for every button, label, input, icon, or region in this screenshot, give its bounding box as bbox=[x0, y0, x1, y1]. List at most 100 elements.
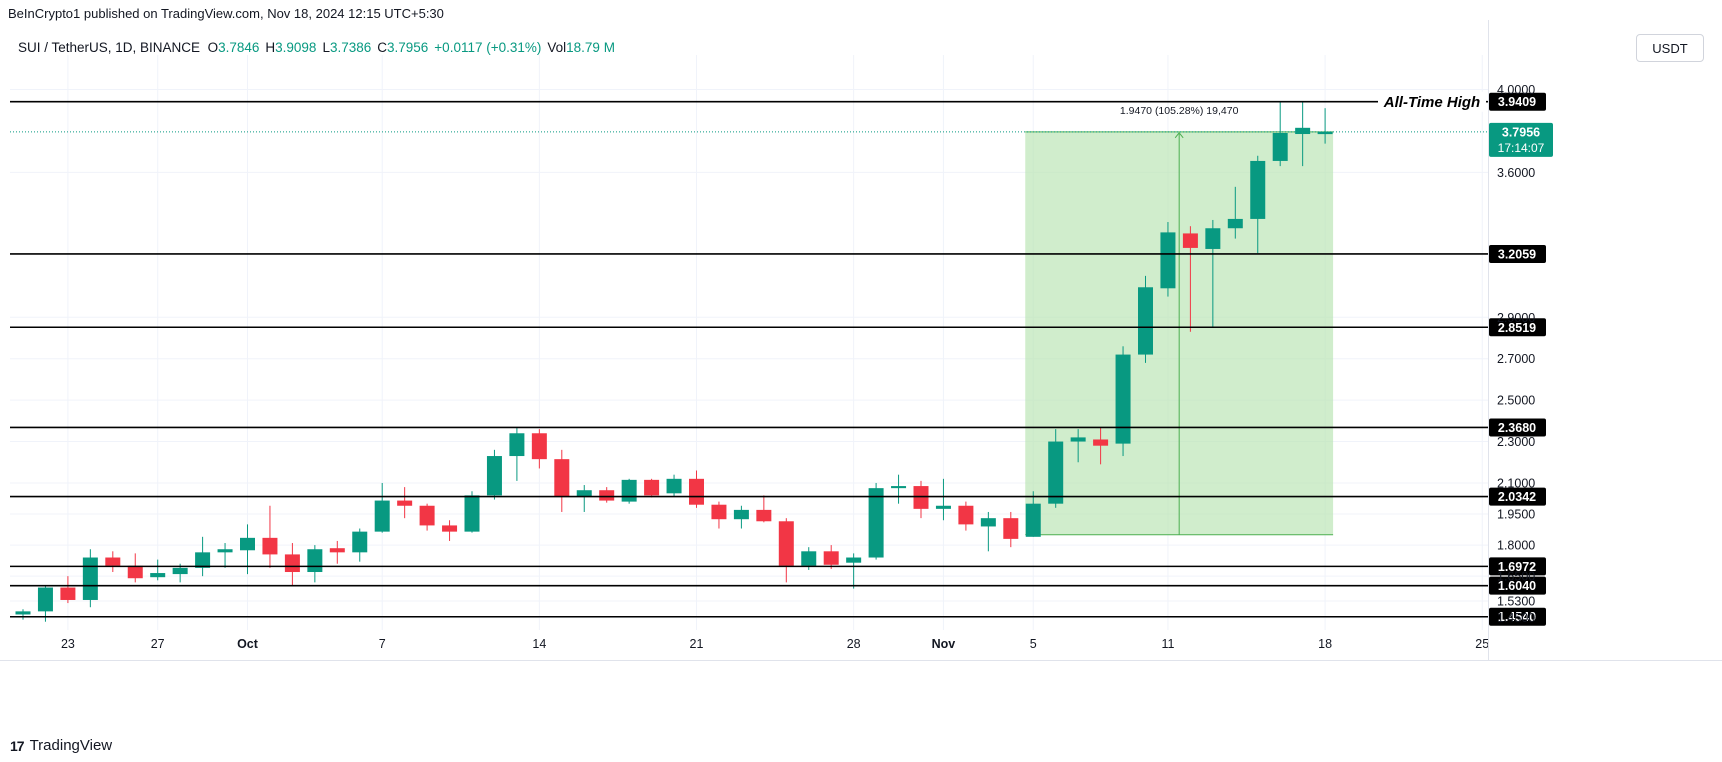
candle-body bbox=[60, 587, 76, 600]
candle-body bbox=[576, 490, 592, 497]
candle-body bbox=[1205, 228, 1221, 249]
tradingview-logo-icon: 17 bbox=[10, 737, 25, 754]
level-label: 2.8519 bbox=[1498, 321, 1536, 335]
candle-body bbox=[307, 549, 323, 573]
candle-body bbox=[172, 567, 188, 575]
candle-body bbox=[352, 531, 368, 553]
level-label-bg bbox=[1489, 92, 1546, 111]
candle-body bbox=[1250, 160, 1266, 219]
candle-body bbox=[644, 479, 660, 496]
candle-body bbox=[1182, 233, 1198, 248]
ath-label: All-Time High bbox=[1383, 94, 1480, 111]
current-price-label: 3.7956 bbox=[1502, 125, 1540, 139]
level-label-bg bbox=[1489, 318, 1546, 337]
y-tick-label: 1.9500 bbox=[1497, 508, 1535, 522]
x-tick-label: 7 bbox=[379, 637, 386, 651]
open-label: O bbox=[207, 40, 219, 55]
currency-button[interactable]: USDT bbox=[1636, 34, 1704, 62]
candle-body bbox=[531, 433, 547, 460]
candle-body bbox=[801, 551, 817, 566]
candle-body bbox=[778, 521, 794, 566]
candle-body bbox=[150, 573, 166, 578]
candle-body bbox=[442, 525, 458, 532]
candle-body bbox=[823, 551, 839, 565]
candle-body bbox=[599, 490, 615, 501]
y-tick-label: 3.6000 bbox=[1497, 166, 1535, 180]
candle-body bbox=[1272, 132, 1288, 161]
x-tick-label: 28 bbox=[847, 637, 861, 651]
footer-brand: 17 TradingView bbox=[10, 737, 112, 754]
candle-body bbox=[509, 433, 525, 457]
volume-value: 18.79 M bbox=[566, 40, 615, 55]
candle-body bbox=[329, 548, 345, 553]
close-label: C bbox=[377, 40, 387, 55]
candle-body bbox=[958, 505, 974, 525]
candle-body bbox=[868, 488, 884, 558]
y-tick-label: 4.0000 bbox=[1497, 83, 1535, 97]
x-tick-label: 5 bbox=[1030, 637, 1037, 651]
candlestick-series bbox=[15, 101, 1333, 622]
candle-body bbox=[935, 505, 951, 509]
range-arrow-head-icon bbox=[1174, 132, 1184, 139]
x-tick-label: 27 bbox=[151, 637, 165, 651]
candle-body bbox=[980, 518, 996, 527]
y-tick-label: 2.3000 bbox=[1497, 435, 1535, 449]
open-value: 3.7846 bbox=[218, 40, 260, 55]
x-tick-label: 25 bbox=[1475, 637, 1489, 651]
x-tick-label: 21 bbox=[690, 637, 704, 651]
x-tick-label: Nov bbox=[932, 637, 956, 651]
level-label-bg bbox=[1489, 418, 1546, 437]
close-value: 3.7956 bbox=[387, 40, 429, 55]
candle-body bbox=[1317, 131, 1333, 135]
x-tick-label: 14 bbox=[532, 637, 546, 651]
level-label: 1.6972 bbox=[1498, 560, 1536, 574]
support-resistance-levels: 3.9409 3.2059 2.8519 2.3680 2.0342 1.6972 1.60… bbox=[10, 91, 1553, 626]
candle-body bbox=[217, 549, 233, 553]
level-label: 2.0342 bbox=[1498, 490, 1536, 504]
candle-body bbox=[262, 537, 278, 555]
bar-countdown-label: 17:14:07 bbox=[1498, 141, 1545, 155]
candle-body bbox=[82, 557, 98, 600]
candle-body bbox=[666, 478, 682, 494]
candle-body bbox=[733, 509, 749, 520]
candle-body bbox=[913, 486, 929, 509]
candle-body bbox=[1070, 437, 1086, 442]
candle-body bbox=[554, 459, 570, 497]
candle-body bbox=[195, 552, 211, 568]
y-tick-label: 2.5000 bbox=[1497, 394, 1535, 408]
price-chart[interactable]: 1.9470 (105.28%) 19,470 3.9409 3.2059 2.85… bbox=[0, 0, 1722, 730]
high-value: 3.9098 bbox=[275, 40, 317, 55]
candle-body bbox=[486, 456, 502, 496]
axes: 1.4500 1.5300 1.6500 1.8000 1.9500 2.1000 2.30… bbox=[0, 20, 1722, 661]
level-label: 3.2059 bbox=[1498, 247, 1536, 261]
brand-name: TradingView bbox=[29, 737, 113, 754]
x-tick-label: 23 bbox=[61, 637, 75, 651]
high-label: H bbox=[265, 40, 276, 55]
level-label-bg bbox=[1489, 576, 1546, 595]
candle-body bbox=[127, 565, 143, 579]
x-tick-label: Oct bbox=[237, 637, 259, 651]
level-label: 1.4540 bbox=[1498, 610, 1536, 624]
candle-body bbox=[1115, 354, 1131, 444]
y-tick-label: 1.4500 bbox=[1497, 611, 1535, 625]
candle-body bbox=[711, 504, 727, 520]
candle-body bbox=[1160, 232, 1176, 289]
range-label: 1.9470 (105.28%) 19,470 bbox=[1120, 105, 1239, 117]
low-value: 3.7386 bbox=[329, 40, 372, 55]
level-label-bg bbox=[1489, 244, 1546, 263]
y-tick-label: 1.5300 bbox=[1497, 595, 1535, 609]
level-label-bg bbox=[1489, 607, 1546, 626]
x-tick-label: 11 bbox=[1161, 637, 1174, 651]
candle-body bbox=[374, 500, 390, 532]
candle-body bbox=[105, 557, 121, 566]
candle-body bbox=[37, 587, 53, 612]
level-label: 1.6040 bbox=[1498, 579, 1536, 593]
ath-label-bg bbox=[1378, 91, 1486, 112]
symbol-info-bar: SUI / TetherUS, 1D, BINANCE O3.7846 H3.90… bbox=[18, 40, 621, 55]
change-value: +0.0117 (+0.31%) bbox=[434, 40, 542, 55]
symbol-name[interactable]: SUI / TetherUS, 1D, BINANCE bbox=[18, 40, 201, 55]
candle-body bbox=[1003, 518, 1019, 539]
level-label: 2.3680 bbox=[1498, 421, 1536, 435]
x-tick-label: 18 bbox=[1318, 637, 1332, 651]
candle-body bbox=[689, 478, 704, 505]
